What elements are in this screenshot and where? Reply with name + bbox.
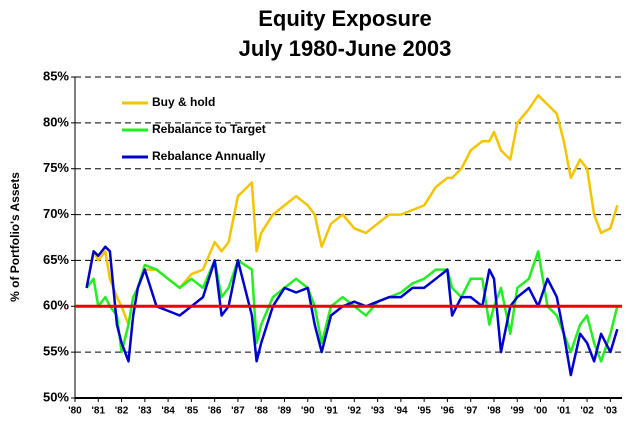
x-tick-label: '89 (278, 406, 292, 417)
x-tick-label: '90 (301, 406, 315, 417)
x-tick-label: '81 (92, 406, 106, 417)
x-tick-label: '91 (324, 406, 338, 417)
y-tick-label: 60% (43, 298, 69, 313)
y-tick-label: 70% (43, 206, 69, 221)
x-tick-label: '97 (464, 406, 478, 417)
y-axis-label: % of Portfolio's Assets (8, 172, 22, 302)
x-tick-label: '86 (208, 406, 222, 417)
x-tick-label: '02 (580, 406, 594, 417)
x-tick-label: '98 (487, 406, 501, 417)
x-tick-label: '82 (115, 406, 129, 417)
legend-label: Buy & hold (152, 95, 215, 109)
x-tick-label: '94 (394, 406, 408, 417)
x-tick-label: '96 (441, 406, 455, 417)
series-line (85, 245, 619, 377)
x-tick-label: '01 (557, 406, 571, 417)
x-tick-label: '87 (231, 406, 245, 417)
x-tick-label: '88 (254, 406, 268, 417)
legend-label: Rebalance to Target (152, 122, 266, 136)
x-tick-label: '00 (534, 406, 548, 417)
x-tick-label: '03 (604, 406, 618, 417)
chart-subtitle: July 1980-June 2003 (239, 36, 452, 61)
legend-label: Rebalance Annually (152, 149, 266, 163)
x-tick-label: '80 (68, 406, 82, 417)
y-tick-label: 55% (43, 344, 69, 359)
x-tick-label: '83 (138, 406, 152, 417)
y-tick-label: 80% (43, 114, 69, 129)
x-tick-label: '92 (348, 406, 362, 417)
y-tick-label: 50% (43, 389, 69, 404)
x-tick-label: '93 (371, 406, 385, 417)
y-tick-label: 75% (43, 160, 69, 175)
y-tick-label: 85% (43, 68, 69, 83)
x-tick-label: '85 (185, 406, 199, 417)
x-tick-label: '84 (161, 406, 175, 417)
series-line (85, 250, 619, 363)
x-tick-label: '95 (417, 406, 431, 417)
y-tick-label: 65% (43, 252, 69, 267)
chart-title: Equity Exposure (258, 6, 432, 31)
x-tick-label: '99 (510, 406, 524, 417)
